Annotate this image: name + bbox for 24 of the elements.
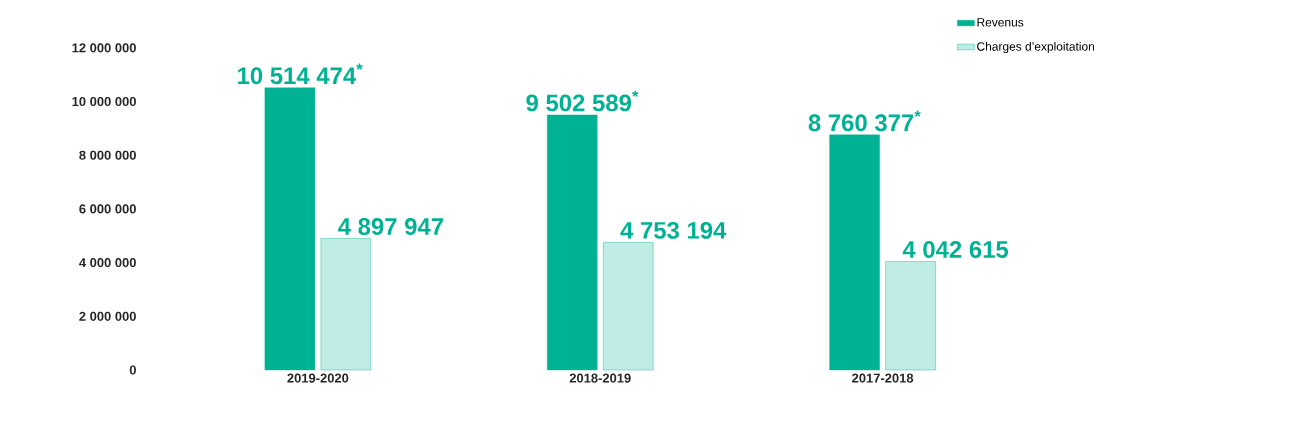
legend-label: Charges d’exploitation [977,41,1095,54]
y-tick-label: 6 000 000 [79,204,136,214]
x-tick-label: 2019-2020 [287,373,349,383]
x-tick-label: 2017-2018 [852,373,914,383]
y-tick-label: 2 000 000 [79,311,136,321]
data-label: 10 514 474$^{*}$ [238,63,363,85]
bar [547,114,598,371]
y-tick-label: 10 000 000 [72,96,136,107]
data-label: 4 753 194 [620,221,727,239]
y-tick-label: 0 [129,365,136,375]
bar [829,134,880,371]
y-tick-label: 8 000 000 [79,150,136,160]
data-label: 9 502 589$^{*}$ [526,90,639,112]
bar [603,242,654,371]
data-label: 4 897 947 [338,218,443,235]
bar [264,87,316,371]
y-tick-label: 4 000 000 [79,258,136,268]
data-label: 4 042 615 [902,241,1009,258]
bar [885,261,936,371]
data-label: 8 760 377$^{*}$ [808,110,921,132]
bar [320,238,372,371]
legend-label: Revenus [977,18,1024,27]
y-tick-label: 12 000 000 [72,43,136,53]
x-tick-label: 2018-2019 [569,373,631,383]
